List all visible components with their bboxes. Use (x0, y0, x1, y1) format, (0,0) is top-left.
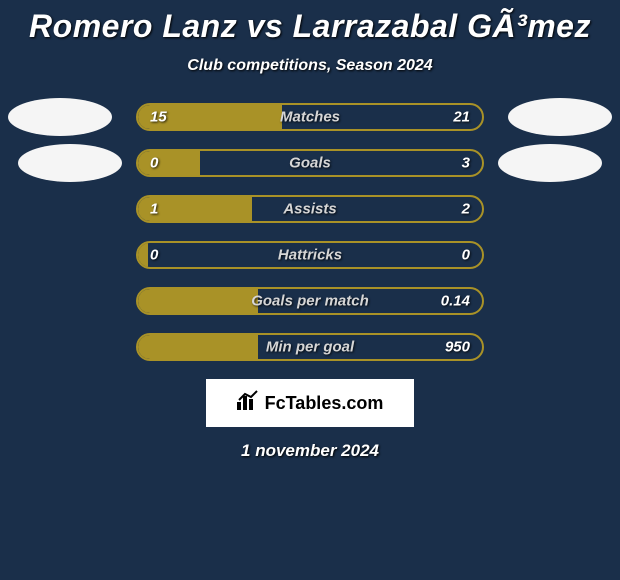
stat-bar: 0 Goals 3 (136, 149, 484, 177)
date-label: 1 november 2024 (0, 441, 620, 461)
stat-value-right: 0.14 (441, 293, 470, 310)
stat-value-right: 0 (462, 247, 470, 264)
stat-row: 0 Hattricks 0 (0, 241, 620, 269)
stat-value-right: 950 (445, 339, 470, 356)
stat-row: Goals per match 0.14 (0, 287, 620, 315)
stat-label: Matches (280, 109, 340, 126)
stat-value-left: 1 (150, 201, 158, 218)
branding-badge: FcTables.com (206, 379, 414, 427)
stat-row: 15 Matches 21 (0, 103, 620, 131)
player-avatar-right (498, 144, 602, 182)
player-avatar-right (508, 98, 612, 136)
stat-bar: Goals per match 0.14 (136, 287, 484, 315)
chart-icon (237, 390, 259, 416)
stat-bar: 15 Matches 21 (136, 103, 484, 131)
stat-bar-fill (138, 243, 148, 267)
stats-list: 15 Matches 21 0 Goals 3 1 Assists 2 0 Hattricks 0 Go… (0, 103, 620, 361)
branding-text: FcTables.com (265, 393, 384, 414)
stat-bar-fill (138, 335, 258, 359)
comparison-infographic: Romero Lanz vs Larrazabal GÃ³mez Club co… (0, 0, 620, 461)
stat-label: Assists (283, 201, 336, 218)
stat-bar: 1 Assists 2 (136, 195, 484, 223)
stat-bar-fill (138, 289, 258, 313)
stat-bar-fill (138, 151, 200, 175)
stat-row: Min per goal 950 (0, 333, 620, 361)
stat-row: 0 Goals 3 (0, 149, 620, 177)
stat-bar: Min per goal 950 (136, 333, 484, 361)
stat-label: Goals per match (251, 293, 369, 310)
stat-bar: 0 Hattricks 0 (136, 241, 484, 269)
page-title: Romero Lanz vs Larrazabal GÃ³mez (0, 8, 620, 45)
stat-row: 1 Assists 2 (0, 195, 620, 223)
stat-label: Goals (289, 155, 331, 172)
player-avatar-left (8, 98, 112, 136)
subtitle: Club competitions, Season 2024 (0, 57, 620, 75)
stat-value-left: 0 (150, 247, 158, 264)
stat-value-right: 21 (453, 109, 470, 126)
stat-value-right: 2 (462, 201, 470, 218)
stat-value-left: 15 (150, 109, 167, 126)
stat-value-left: 0 (150, 155, 158, 172)
stat-value-right: 3 (462, 155, 470, 172)
player-avatar-left (18, 144, 122, 182)
stat-label: Hattricks (278, 247, 342, 264)
stat-label: Min per goal (266, 339, 354, 356)
